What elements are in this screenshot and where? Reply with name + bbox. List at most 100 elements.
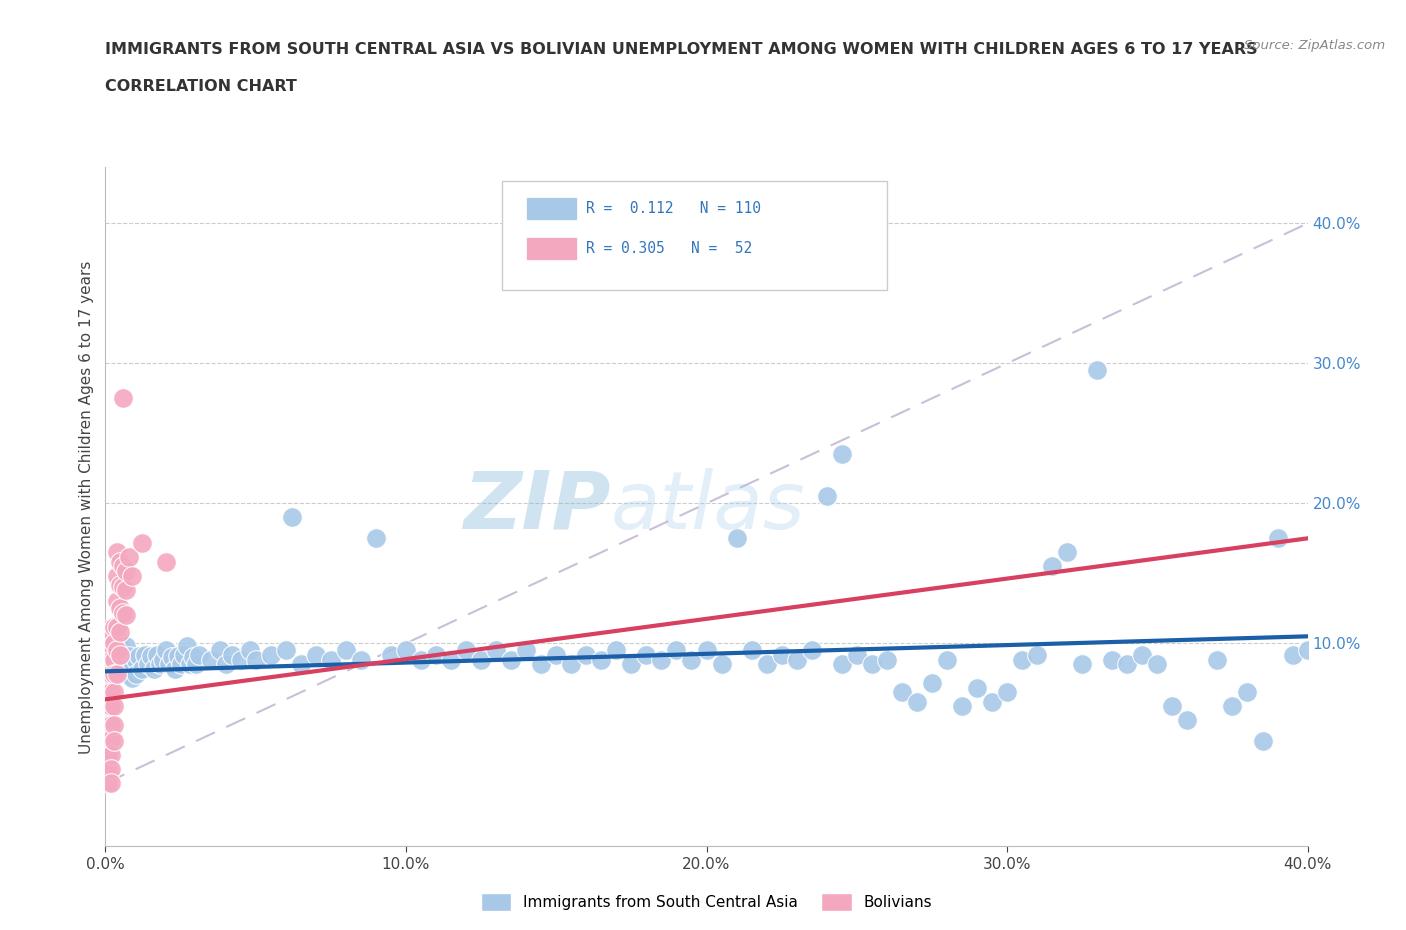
Point — [681, 653, 703, 668]
Point — [921, 675, 943, 690]
Point — [831, 657, 853, 671]
Point — [440, 653, 463, 668]
Text: atlas: atlas — [610, 468, 806, 546]
Point — [239, 643, 262, 658]
Point — [121, 657, 143, 671]
Point — [157, 657, 180, 671]
Point — [100, 625, 122, 640]
Point — [290, 657, 312, 671]
Point — [97, 684, 120, 699]
Point — [815, 489, 838, 504]
Point — [124, 667, 146, 682]
Point — [128, 648, 150, 663]
Point — [97, 717, 120, 732]
Text: R =  0.112   N = 110: R = 0.112 N = 110 — [586, 201, 761, 216]
Point — [1116, 657, 1139, 671]
Point — [221, 647, 243, 662]
Point — [454, 643, 477, 658]
Point — [1222, 698, 1244, 713]
Point — [107, 639, 129, 654]
Point — [110, 647, 132, 662]
Point — [112, 657, 135, 671]
Point — [97, 731, 120, 746]
Point — [1206, 653, 1229, 668]
Point — [100, 684, 122, 699]
Y-axis label: Unemployment Among Women with Children Ages 6 to 17 years: Unemployment Among Women with Children A… — [79, 260, 94, 753]
Point — [591, 653, 613, 668]
Point — [107, 545, 129, 560]
Text: IMMIGRANTS FROM SOUTH CENTRAL ASIA VS BOLIVIAN UNEMPLOYMENT AMONG WOMEN WITH CHI: IMMIGRANTS FROM SOUTH CENTRAL ASIA VS BO… — [105, 42, 1258, 57]
Point — [103, 653, 125, 668]
Point — [100, 639, 122, 654]
Point — [890, 684, 912, 699]
Text: Source: ZipAtlas.com: Source: ZipAtlas.com — [1244, 39, 1385, 52]
Point — [103, 684, 125, 699]
Point — [110, 554, 132, 569]
Point — [470, 653, 492, 668]
Point — [100, 748, 122, 763]
Point — [110, 647, 132, 662]
Point — [845, 647, 868, 662]
Point — [1251, 734, 1274, 749]
Point — [115, 583, 138, 598]
Point — [786, 653, 808, 668]
Point — [134, 647, 156, 662]
Point — [115, 608, 138, 623]
Point — [100, 762, 122, 777]
Point — [936, 653, 959, 668]
Point — [395, 643, 418, 658]
Point — [103, 717, 125, 732]
Text: R = 0.305   N =  52: R = 0.305 N = 52 — [586, 242, 752, 257]
Point — [260, 647, 283, 662]
Point — [103, 734, 125, 749]
Point — [1056, 545, 1078, 560]
Point — [179, 657, 201, 671]
Point — [131, 661, 153, 676]
Point — [409, 653, 432, 668]
Point — [100, 667, 122, 682]
Point — [530, 657, 553, 671]
Point — [876, 653, 898, 668]
Point — [100, 653, 122, 668]
Text: CORRELATION CHART: CORRELATION CHART — [105, 79, 297, 94]
Point — [800, 643, 823, 658]
Point — [1296, 643, 1319, 658]
Point — [97, 636, 120, 651]
Point — [100, 731, 122, 746]
Point — [350, 653, 373, 668]
Legend: Immigrants from South Central Asia, Bolivians: Immigrants from South Central Asia, Boli… — [474, 887, 939, 917]
Point — [274, 643, 297, 658]
Point — [319, 653, 342, 668]
Point — [118, 648, 141, 663]
Point — [100, 717, 122, 732]
Point — [173, 647, 195, 662]
Point — [425, 647, 447, 662]
Point — [152, 653, 174, 668]
Point — [995, 684, 1018, 699]
Point — [97, 622, 120, 637]
Point — [110, 625, 132, 640]
Point — [100, 698, 122, 713]
Point — [966, 681, 988, 696]
Point — [181, 650, 204, 665]
Point — [1146, 657, 1168, 671]
Point — [163, 661, 186, 676]
Point — [696, 643, 718, 658]
Point — [560, 657, 582, 671]
Point — [112, 580, 135, 595]
Point — [770, 647, 793, 662]
Point — [97, 657, 120, 671]
Point — [710, 657, 733, 671]
Point — [103, 667, 125, 682]
Point — [100, 643, 122, 658]
Text: ZIP: ZIP — [463, 468, 610, 546]
Point — [575, 647, 598, 662]
FancyBboxPatch shape — [526, 196, 576, 219]
FancyBboxPatch shape — [502, 181, 887, 289]
Point — [200, 653, 222, 668]
Point — [103, 636, 125, 651]
Point — [121, 569, 143, 584]
Point — [860, 657, 883, 671]
Point — [110, 578, 132, 592]
Point — [950, 698, 973, 713]
